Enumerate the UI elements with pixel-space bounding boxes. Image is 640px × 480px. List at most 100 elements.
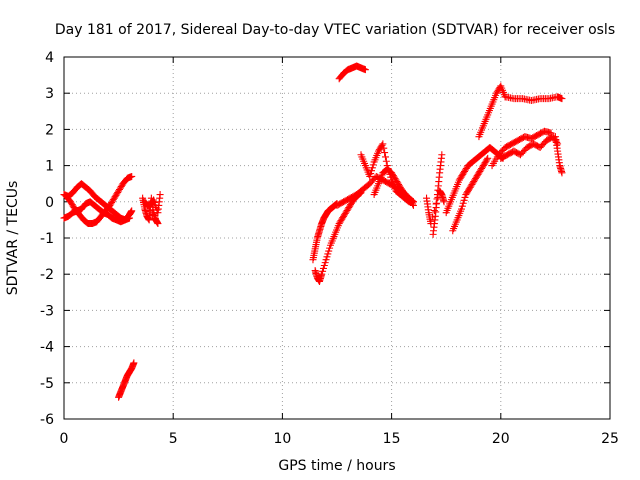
series-arc-15 <box>449 154 492 235</box>
data-point-interp <box>458 202 466 210</box>
data-point <box>128 207 136 215</box>
data-point <box>475 169 483 177</box>
data-point <box>457 205 465 213</box>
data-point <box>462 191 470 199</box>
data-point-interp <box>395 180 403 188</box>
data-point-interp <box>472 173 480 181</box>
data-point-interp <box>336 218 344 226</box>
data-point-interp <box>467 182 475 190</box>
data-point <box>110 194 118 202</box>
data-point-interp <box>394 179 402 187</box>
data-point-interp <box>461 193 469 201</box>
data-point <box>455 176 463 184</box>
data-point <box>427 220 435 228</box>
series-arc-4 <box>139 191 164 228</box>
data-point-interp <box>381 149 389 157</box>
data-point-interp <box>393 178 401 186</box>
data-point-interp <box>321 259 329 267</box>
data-point-interp <box>319 264 327 272</box>
data-point-interp <box>480 160 488 168</box>
data-point-interp <box>323 253 331 261</box>
data-point-interp <box>151 215 159 223</box>
x-axis-label: GPS time / hours <box>278 458 395 474</box>
data-point-interp <box>550 134 558 142</box>
data-point-interp <box>462 164 470 172</box>
data-point-interp <box>342 208 350 216</box>
data-point-interp <box>380 144 388 152</box>
data-point <box>340 212 348 220</box>
grid-lines <box>64 57 610 419</box>
data-point-interp <box>464 188 472 196</box>
data-point-interp <box>382 157 390 165</box>
y-tick-label: 4 <box>45 50 54 66</box>
data-point-interp <box>478 164 486 172</box>
data-point-interp <box>390 173 398 181</box>
data-point <box>484 154 492 162</box>
series-arc-16 <box>475 82 509 141</box>
data-point <box>396 183 404 191</box>
data-point-interp <box>149 211 157 219</box>
data-point-interp <box>324 250 332 258</box>
data-point <box>409 201 417 209</box>
data-point <box>366 172 374 180</box>
data-point <box>344 205 352 213</box>
data-point-interp <box>476 167 484 175</box>
data-point-interp <box>115 185 123 193</box>
x-tick-label: 15 <box>383 431 401 447</box>
data-point-interp <box>457 173 465 181</box>
data-point <box>374 147 382 155</box>
data-point-interp <box>493 88 501 96</box>
data-point <box>392 176 400 184</box>
data-point-interp <box>381 153 389 161</box>
data-point <box>335 220 343 228</box>
data-point-interp <box>482 157 490 165</box>
data-point-interp <box>67 199 75 207</box>
y-tick-label: -6 <box>40 412 54 428</box>
data-point-interp <box>341 209 349 217</box>
data-point-interp <box>68 201 76 209</box>
data-point-interp <box>146 202 154 210</box>
tick-labels: 0 5 10 15 20 25 -6 -5 -4 -3 -2 -1 0 1 2 3 4 <box>40 50 619 447</box>
data-point-interp <box>397 185 405 193</box>
data-point-interp <box>319 267 327 275</box>
data-point-interp <box>117 183 125 191</box>
data-point-interp <box>399 188 407 196</box>
data-point-interp <box>369 161 377 169</box>
series-arc-5 <box>115 359 138 401</box>
data-point-interp <box>471 175 479 183</box>
data-point-interp <box>109 196 117 204</box>
series-arc-11 <box>370 165 417 209</box>
data-point-interp <box>389 172 397 180</box>
data-point-interp <box>473 172 481 180</box>
data-point-interp <box>320 262 328 270</box>
x-tick-label: 25 <box>601 431 619 447</box>
data-point-interp <box>347 201 355 209</box>
data-point-interp <box>481 159 489 167</box>
data-point-interp <box>388 170 396 178</box>
data-point-interp <box>483 156 491 164</box>
data-point <box>460 169 468 177</box>
data-point-interp <box>409 200 417 208</box>
series-arc-8 <box>335 62 369 83</box>
data-point-interp <box>346 202 354 210</box>
data-point <box>466 183 474 191</box>
data-point-interp <box>429 213 437 221</box>
data-point-interp <box>458 172 466 180</box>
data-point-interp <box>477 166 485 174</box>
data-point <box>156 191 164 199</box>
data-point-interp <box>391 175 399 183</box>
y-tick-label: 1 <box>45 159 54 175</box>
data-point <box>388 169 396 177</box>
y-tick-label: -5 <box>40 376 54 392</box>
y-tick-label: -3 <box>40 303 54 319</box>
x-tick-label: 20 <box>492 431 510 447</box>
data-point-interp <box>378 141 386 149</box>
series-arc-3 <box>62 172 136 228</box>
data-points <box>60 62 566 401</box>
data-point-interp <box>367 170 375 178</box>
data-point <box>405 194 413 202</box>
data-point-interp <box>107 200 115 208</box>
data-point <box>558 95 566 103</box>
data-point <box>322 256 330 264</box>
